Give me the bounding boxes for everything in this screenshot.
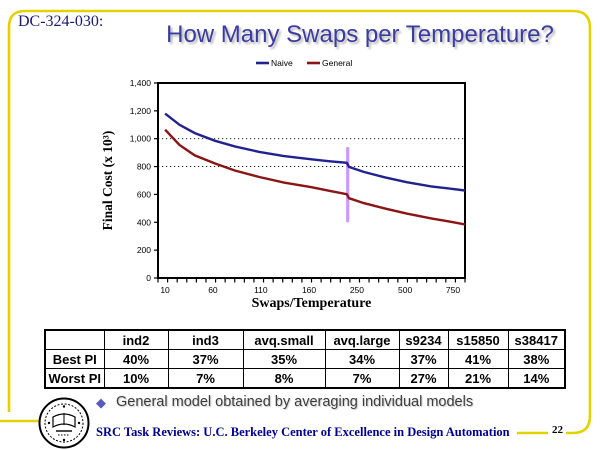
table-cell: 35% (242, 349, 326, 369)
x-tick-label: 250 (350, 285, 364, 295)
table-header-cell: s38417 (507, 329, 566, 350)
y-tick-label: 1,400 (130, 78, 152, 88)
table-header-cell: s9234 (398, 329, 449, 350)
table-row: Worst PI 10% 7% 8% 7% 27% 21% 14% (44, 368, 566, 389)
row-label: Best PI (44, 349, 105, 369)
legend-label: General (322, 58, 352, 68)
berkeley-seal-logo (38, 397, 90, 449)
bullet-text: General model obtained by averaging indi… (116, 394, 474, 410)
table-header-cell: ind2 (103, 329, 169, 350)
series-line-naive (164, 112, 466, 192)
table-cell: 8% (242, 368, 326, 389)
table-cell: 27% (398, 368, 449, 389)
table-cell: 10% (103, 368, 169, 389)
y-tick-label: 400 (137, 217, 151, 227)
bullet-row: ◆ General model obtained by averaging in… (96, 394, 473, 410)
page-title: How Many Swaps per Temperature? (166, 21, 554, 48)
table-cell: 41% (447, 349, 509, 369)
table-cell: 7% (167, 368, 244, 389)
x-tick-label: 500 (398, 285, 412, 295)
y-tick-label: 1,000 (130, 134, 152, 144)
table-cell: 38% (507, 349, 566, 369)
x-tick-label: 110 (254, 285, 268, 295)
plot-border (157, 82, 466, 279)
y-axis-title: Final Cost (x 10³) (100, 131, 115, 231)
slide-code-label: DC-324-030: (18, 13, 104, 30)
table-cell: 34% (324, 349, 400, 369)
row-label: Worst PI (44, 368, 105, 389)
table-header-cell: s15850 (447, 329, 509, 350)
x-tick-label: 10 (160, 285, 170, 295)
footer-text: SRC Task Reviews: U.C. Berkeley Center o… (96, 425, 510, 439)
table-header-cell: avq.large (324, 329, 400, 350)
results-table: ind2 ind3 avq.small avq.large s9234 s15850 s38… (44, 329, 566, 389)
table-row: Best PI 40% 37% 35% 34% 37% 41% 38% (44, 349, 566, 369)
y-tick-label: 200 (137, 245, 151, 255)
table-cell: 21% (447, 368, 509, 389)
x-tick-label: 160 (302, 285, 316, 295)
table-cell: 37% (167, 349, 244, 369)
y-tick-label: 0 (146, 273, 151, 283)
x-axis-title: Swaps/Temperature (252, 296, 372, 311)
y-tick-label: 800 (137, 162, 151, 172)
x-tick-label: 60 (208, 285, 218, 295)
page-number: 22 (552, 424, 563, 436)
diamond-bullet-icon: ◆ (96, 394, 106, 410)
table-cell: 14% (507, 368, 566, 389)
y-tick-label: 1,200 (130, 106, 152, 116)
table-cell: 7% (324, 368, 400, 389)
x-tick-label: 750 (446, 285, 460, 295)
y-tick-label: 600 (137, 189, 151, 199)
series-line-general (164, 128, 466, 226)
swaps-vs-cost-chart: 0 200 400 600 800 1,000 1,200 1,400 10 60 110 160 25… (100, 58, 466, 311)
table-header-cell (44, 329, 105, 350)
table-header-cell: avq.small (242, 329, 326, 350)
table-cell: 37% (398, 349, 449, 369)
table-cell: 40% (103, 349, 169, 369)
legend-label: Naive (271, 58, 293, 68)
table-header-cell: ind3 (167, 329, 244, 350)
